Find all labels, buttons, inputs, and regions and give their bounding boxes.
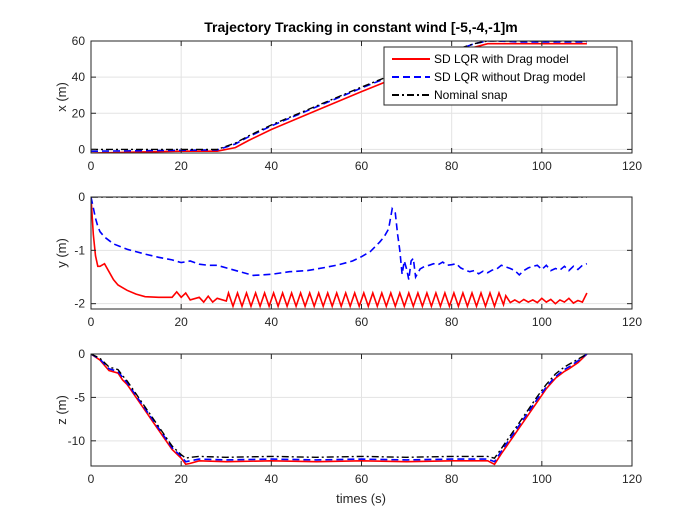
y-tick-label: 40 [72,70,86,84]
legend-label: SD LQR with Drag model [434,52,569,66]
y-tick-label: -1 [74,243,85,257]
y-tick-label: 20 [72,106,86,120]
y-axis-label: y (m) [54,238,69,268]
series-line-sd-lqr-without-drag-model [91,354,588,463]
x-tick-label: 20 [174,159,188,173]
x-axis-label: times (s) [336,491,386,506]
x-tick-label: 120 [622,159,642,173]
x-tick-label: 20 [174,315,188,329]
chart-title: Trajectory Tracking in constant wind [-5… [204,19,518,35]
series-line-sd-lqr-with-drag-model [91,354,588,466]
y-tick-label: -2 [74,297,85,311]
x-tick-label: 120 [622,472,642,486]
x-tick-label: 0 [88,472,95,486]
x-tick-label: 80 [445,472,459,486]
subplot-1: 0 20 40 60 80 100 120 0 20 40 60 x (m) SD LQR with D… [54,34,642,173]
legend-label: SD LQR without Drag model [434,70,585,84]
x-tick-label: 60 [355,159,369,173]
x-tick-label: 40 [265,472,279,486]
y-tick-label: -10 [68,434,86,448]
x-tick-label: 40 [265,315,279,329]
series-line-nominal-snap [91,41,587,151]
subplot-3: 0 20 40 60 80 100 120 -10 -5 0 z (m) [54,347,642,486]
y-tick-label: 0 [78,142,85,156]
series-line-sd-lqr-without-drag-model [91,41,587,152]
x-tick-label: 100 [532,159,552,173]
subplot-2: 0 20 40 60 80 100 120 -2 -1 0 y (m) [54,190,642,329]
subplots: 0 20 40 60 80 100 120 0 20 40 60 x (m) SD LQR with D… [54,34,642,486]
x-tick-label: 20 [174,472,188,486]
y-axis-label: z (m) [54,395,69,425]
series-line-sd-lqr-with-drag-model [91,197,588,309]
x-tick-label: 60 [355,315,369,329]
y-axis-label: x (m) [54,82,69,112]
x-tick-label: 100 [532,315,552,329]
x-tick-label: 0 [88,315,95,329]
x-tick-label: 0 [88,159,95,173]
y-tick-label: -5 [74,390,85,404]
series-line-nominal-snap [91,354,588,460]
x-tick-label: 80 [445,315,459,329]
x-tick-label: 40 [265,159,279,173]
x-tick-label: 120 [622,315,642,329]
x-tick-label: 80 [445,159,459,173]
x-tick-label: 60 [355,472,369,486]
legend: SD LQR with Drag model SD LQR without Dra… [383,46,618,106]
y-tick-label: 0 [78,347,85,361]
y-tick-label: 60 [72,34,86,48]
series-line-sd-lqr-without-drag-model [91,197,588,280]
x-tick-label: 100 [532,472,552,486]
legend-label: Nominal snap [434,88,508,102]
y-tick-label: 0 [78,190,85,204]
